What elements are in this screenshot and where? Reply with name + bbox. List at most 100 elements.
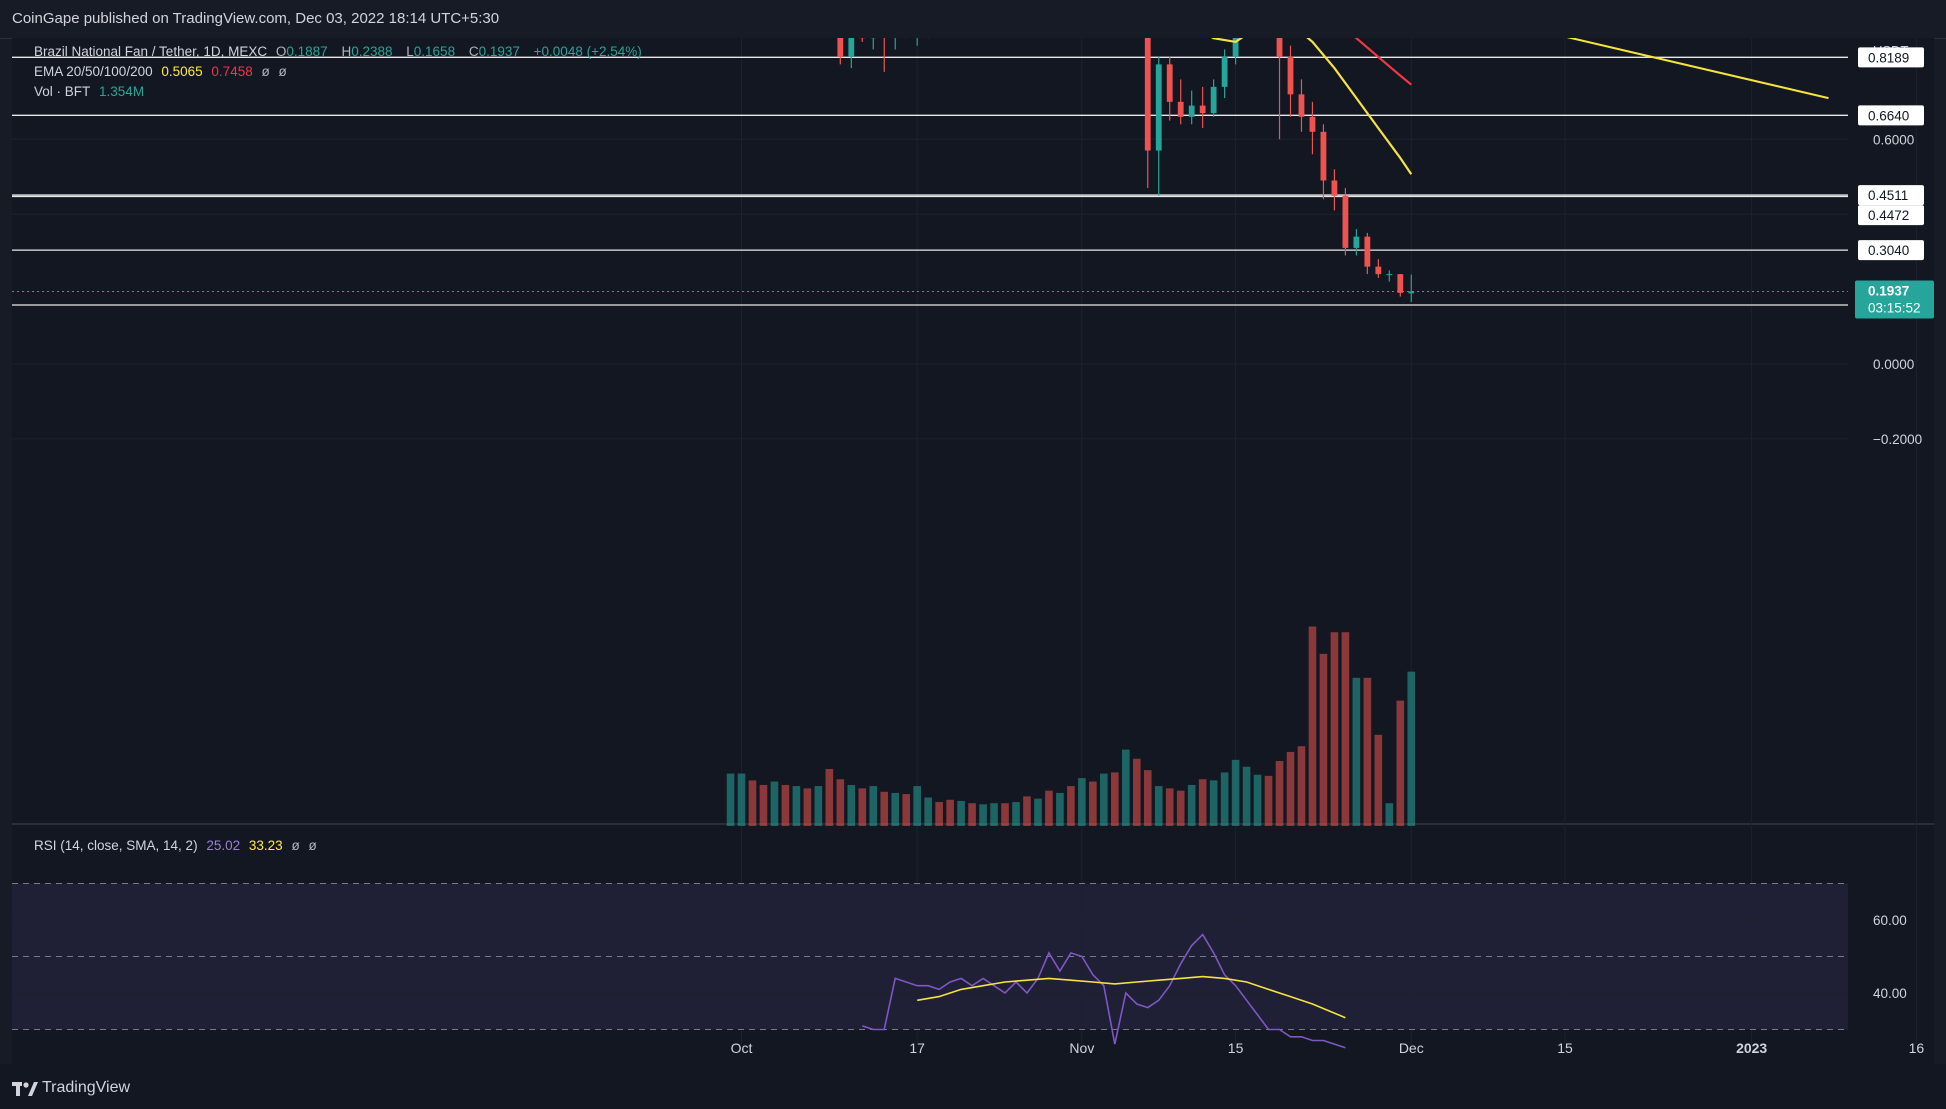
- ema50-value: 0.7458: [211, 64, 253, 79]
- candle-up: [1188, 105, 1195, 117]
- tradingview-logo-icon[interactable]: [12, 1082, 38, 1096]
- candle-down: [1320, 131, 1327, 181]
- close-label: C: [468, 44, 479, 59]
- volume-bar: [770, 781, 779, 826]
- volume-bar: [1319, 653, 1328, 826]
- level-tag-label: 0.3040: [1868, 243, 1909, 258]
- volume-bar: [792, 786, 801, 826]
- volume-bar: [858, 788, 867, 826]
- candle-down: [1331, 180, 1338, 196]
- rsi-legend: RSI (14, close, SMA, 14, 2) 25.02 33.23 …: [34, 838, 322, 853]
- volume-bar: [825, 769, 834, 826]
- rsi-extra2-value: ø: [308, 838, 317, 853]
- ema200-value: ø: [278, 64, 287, 79]
- ema-title[interactable]: EMA 20/50/100/200: [34, 64, 153, 79]
- candle-down: [1287, 56, 1294, 95]
- x-tick-label: Oct: [731, 1040, 753, 1056]
- volume-value: 1.354M: [99, 84, 145, 99]
- level-tag: [1858, 47, 1924, 68]
- footer: [0, 1064, 1946, 1109]
- volume-bar: [1341, 632, 1350, 826]
- candle-down: [1166, 64, 1173, 102]
- tradingview-brand[interactable]: TradingView: [42, 1079, 131, 1096]
- volume-bar: [1286, 751, 1295, 826]
- open-label: O: [275, 44, 287, 59]
- y-tick-label: 0.0000: [1873, 357, 1914, 372]
- volume-bar: [1023, 796, 1031, 826]
- price-legend: Brazil National Fan / Tether, 1D, MEXC O…: [34, 44, 647, 59]
- rsi-tick-label: 40.00: [1873, 986, 1907, 1001]
- volume-bar: [1407, 671, 1416, 826]
- level-tag: [1858, 185, 1924, 206]
- volume-bar: [869, 786, 878, 826]
- volume-bar: [1143, 770, 1152, 826]
- level-tag-label: 0.6640: [1868, 108, 1909, 123]
- volume-bar: [1067, 786, 1075, 826]
- volume-bar: [1385, 803, 1394, 826]
- level-tag-label: 0.8189: [1868, 50, 1909, 65]
- candle-down: [1144, 38, 1151, 151]
- ema100-value: ø: [261, 64, 270, 79]
- candle-down: [1276, 38, 1283, 57]
- volume-bar: [924, 797, 932, 826]
- candle-down: [1298, 94, 1305, 117]
- candle-up: [1386, 274, 1393, 276]
- volume-bar: [847, 784, 856, 826]
- descending-trendline: [1566, 38, 1829, 100]
- volume-bar: [1132, 758, 1141, 826]
- price-chart-svg[interactable]: USDT1.60001.20001.00000.60000.40000.0000…: [12, 38, 1934, 1064]
- rsi-sma-line: [917, 975, 1346, 1019]
- volume-bar: [913, 786, 921, 826]
- rsi-tick-label: 60.00: [1873, 913, 1907, 928]
- candle-down: [1364, 236, 1371, 267]
- volume-bar: [946, 799, 954, 826]
- candle-down: [1309, 116, 1316, 132]
- x-tick-label: Dec: [1399, 1040, 1424, 1056]
- volume-bar: [1176, 790, 1185, 826]
- volume-bar: [1231, 759, 1240, 826]
- candle-down: [1177, 101, 1184, 117]
- volume-bar: [726, 773, 735, 826]
- current-price-label: 0.1937: [1868, 283, 1909, 298]
- ema50-line: [1354, 38, 1413, 86]
- publisher-bar: CoinGape published on TradingView.com, D…: [0, 0, 1946, 39]
- low-value: 0.1658: [413, 44, 456, 59]
- volume-bar: [1308, 626, 1317, 826]
- volume-bar: [1165, 788, 1174, 826]
- y-tick-label: 0.6000: [1873, 132, 1914, 147]
- volume-bar: [968, 803, 976, 826]
- volume-bar: [880, 791, 889, 826]
- rsi-title[interactable]: RSI (14, close, SMA, 14, 2): [34, 838, 198, 853]
- volume-bar: [814, 786, 823, 826]
- volume-bar: [1154, 786, 1163, 826]
- symbol-title[interactable]: Brazil National Fan / Tether, 1D, MEXC: [34, 44, 268, 59]
- volume-bar: [737, 773, 746, 826]
- volume-bar: [1056, 792, 1064, 826]
- chart-frame[interactable]: USDT1.60001.20001.00000.60000.40000.0000…: [12, 38, 1934, 1064]
- volume-bar: [1001, 803, 1009, 826]
- x-tick-label: 17: [909, 1040, 925, 1056]
- volume-bar: [1187, 784, 1196, 826]
- rsi-value: 25.02: [206, 838, 241, 853]
- volume-title[interactable]: Vol · BFT: [34, 84, 91, 99]
- candle-down: [1397, 274, 1404, 293]
- y-tick-label: −0.2000: [1873, 432, 1922, 447]
- volume-bar: [1253, 774, 1262, 826]
- volume-bar: [1100, 773, 1108, 826]
- volume-bar: [1012, 802, 1020, 826]
- candle-down: [1375, 266, 1382, 275]
- candle-up: [1408, 291, 1415, 294]
- volume-bar: [1352, 677, 1361, 826]
- volume-bar: [1122, 749, 1130, 826]
- candle-down: [1199, 105, 1206, 114]
- x-tick-label: Nov: [1069, 1040, 1094, 1056]
- volume-bar: [781, 784, 790, 826]
- rsi-extra1-value: ø: [291, 838, 300, 853]
- volume-legend: Vol · BFT 1.354M: [34, 84, 149, 99]
- volume-bar: [836, 779, 845, 826]
- candle-down: [1342, 195, 1349, 248]
- candle-up: [1353, 236, 1360, 248]
- x-tick-label: 15: [1228, 1040, 1244, 1056]
- chart-background: [12, 38, 1934, 1064]
- volume-bar: [1363, 677, 1372, 826]
